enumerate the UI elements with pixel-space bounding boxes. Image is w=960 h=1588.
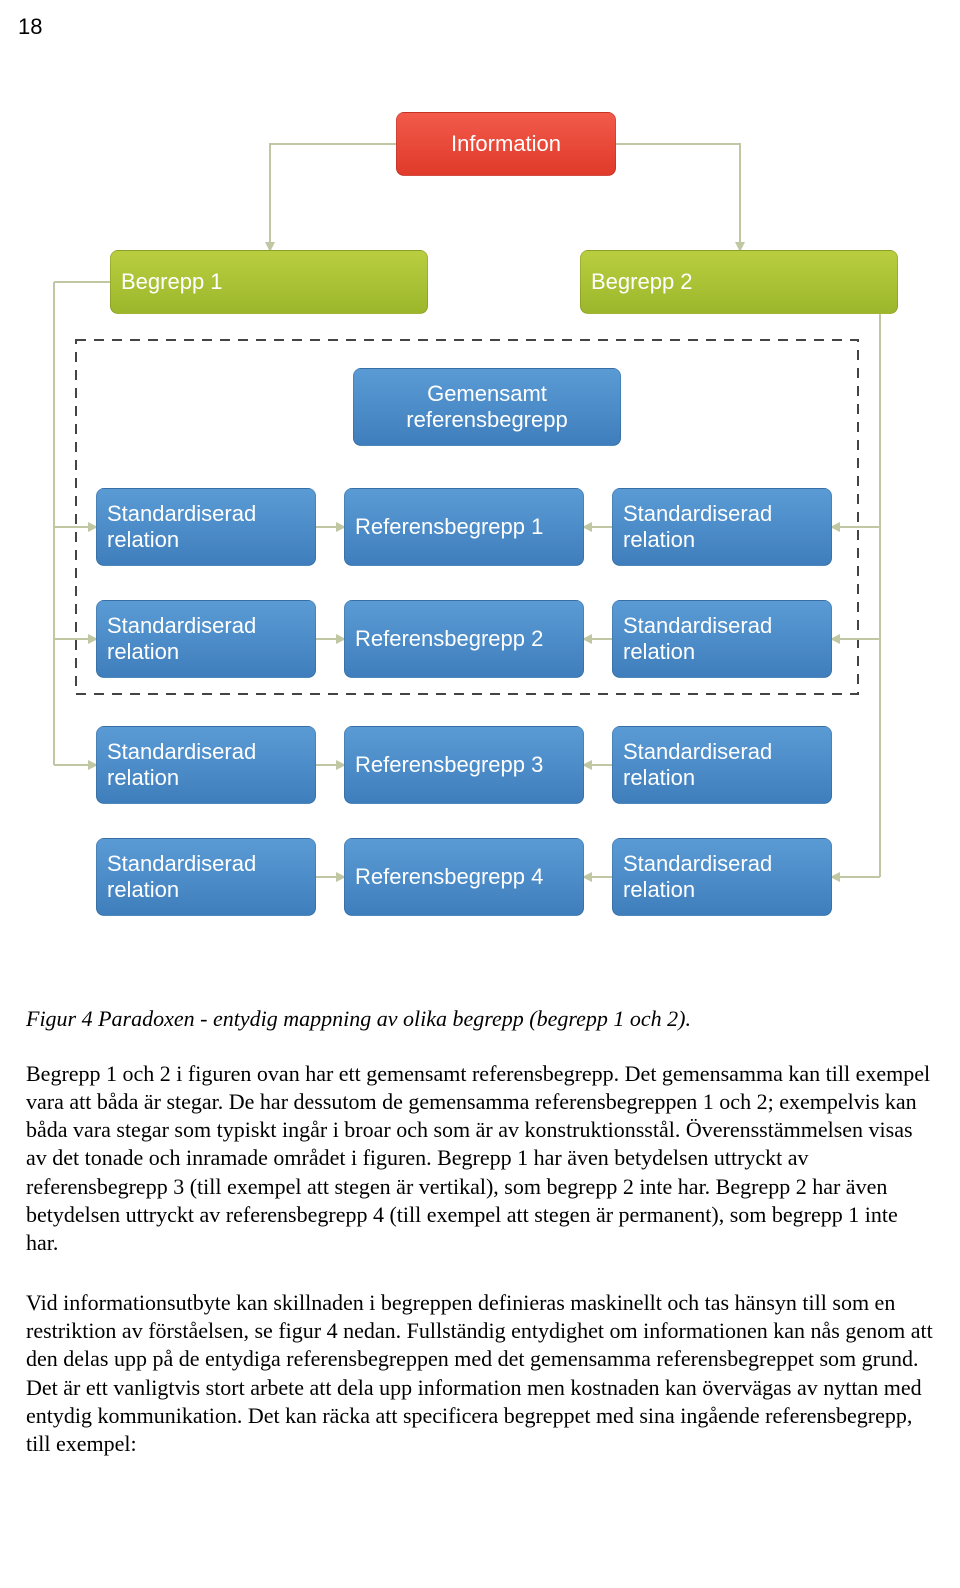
node-ref2: Referensbegrepp 2 [344,600,584,678]
node-sr3l: Standardiseradrelation [96,726,316,804]
diagram: Information Begrepp 1 Begrepp 2 Gemensamtre… [0,40,960,1000]
node-label: Referensbegrepp 3 [355,752,543,778]
node-gemref: Gemensamtreferensbegrepp [353,368,621,446]
node-sr1r: Standardiseradrelation [612,488,832,566]
node-label: Begrepp 2 [591,269,693,295]
page-number: 18 [0,0,960,40]
node-beg2: Begrepp 2 [580,250,898,314]
node-sr3r: Standardiseradrelation [612,726,832,804]
node-sr2l: Standardiseradrelation [96,600,316,678]
node-label: Referensbegrepp 2 [355,626,543,652]
paragraph-1: Begrepp 1 och 2 i figuren ovan har ett g… [0,1060,960,1267]
node-sr1l: Standardiseradrelation [96,488,316,566]
node-label: Standardiseradrelation [623,613,772,665]
node-info: Information [396,112,616,176]
node-label: Standardiseradrelation [623,501,772,553]
node-sr4l: Standardiseradrelation [96,838,316,916]
paragraph-2: Vid informationsutbyte kan skillnaden i … [0,1289,960,1468]
node-label: Standardiseradrelation [623,851,772,903]
node-sr2r: Standardiseradrelation [612,600,832,678]
node-beg1: Begrepp 1 [110,250,428,314]
node-label: Standardiseradrelation [107,851,256,903]
node-label: Standardiseradrelation [107,501,256,553]
node-label: Standardiseradrelation [107,739,256,791]
node-label: Referensbegrepp 4 [355,864,543,890]
node-label: Information [451,131,561,157]
node-label: Gemensamtreferensbegrepp [406,381,567,433]
node-sr4r: Standardiseradrelation [612,838,832,916]
node-label: Begrepp 1 [121,269,223,295]
node-label: Standardiseradrelation [107,613,256,665]
node-ref3: Referensbegrepp 3 [344,726,584,804]
figure-caption: Figur 4 Paradoxen - entydig mappning av … [0,1000,960,1038]
node-label: Referensbegrepp 1 [355,514,543,540]
node-label: Standardiseradrelation [623,739,772,791]
node-ref1: Referensbegrepp 1 [344,488,584,566]
node-ref4: Referensbegrepp 4 [344,838,584,916]
